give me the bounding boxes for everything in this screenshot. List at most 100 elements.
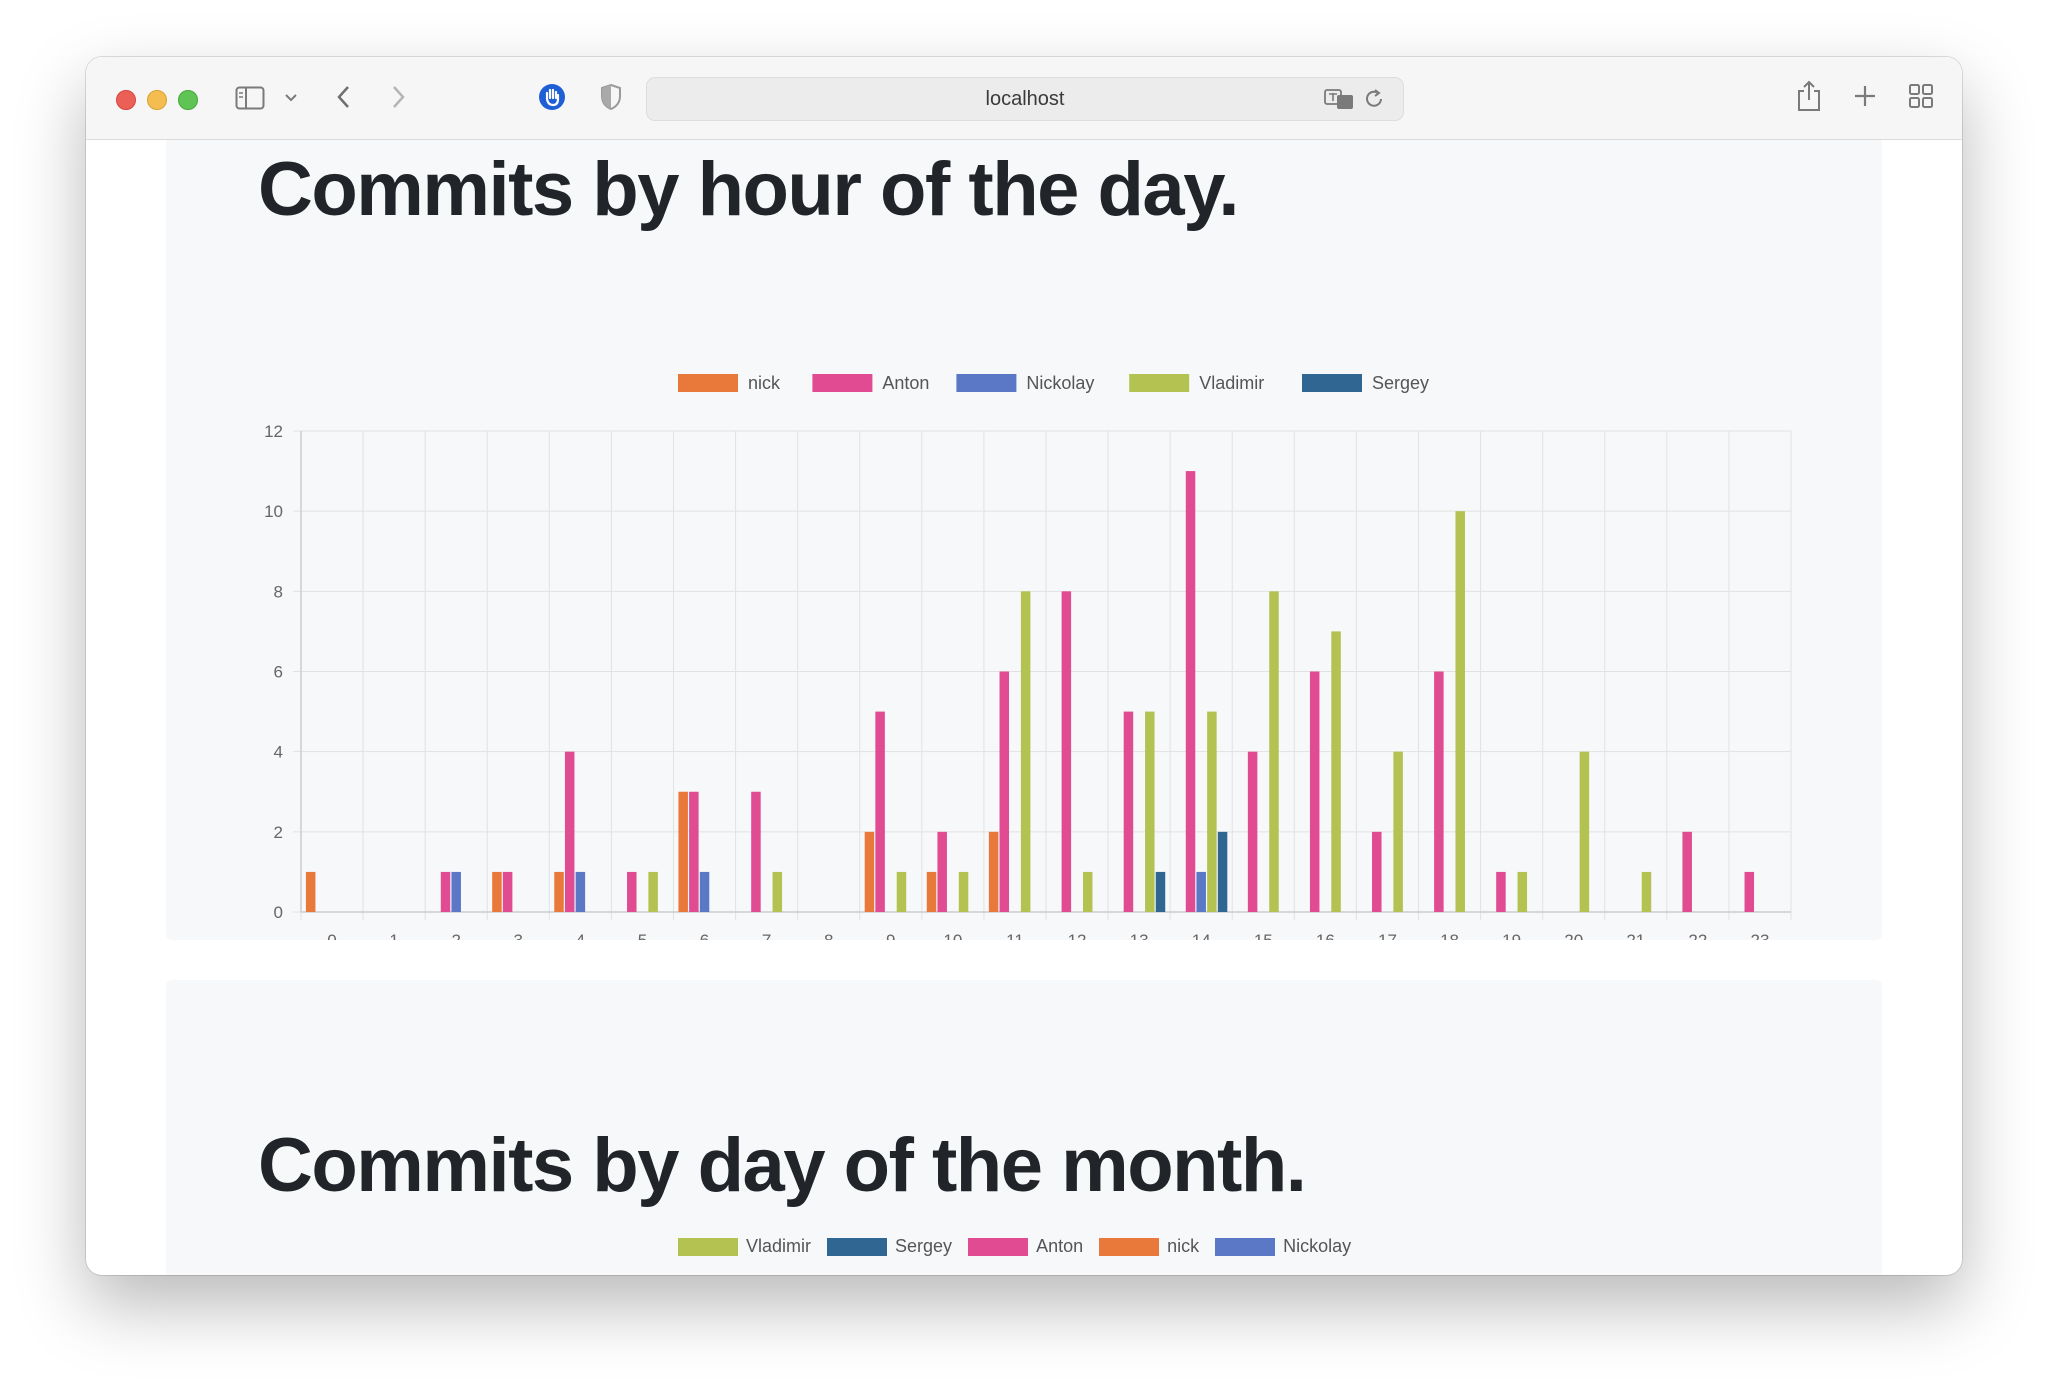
bar-sergey: [1155, 871, 1166, 912]
bar-vladimir: [958, 871, 969, 912]
bar-nick: [988, 831, 999, 912]
legend-label-anton: Anton: [882, 373, 929, 393]
y-tick-label: 0: [274, 903, 283, 922]
zoom-window-button[interactable]: [178, 90, 198, 110]
legend-swatch: [827, 1237, 888, 1256]
x-tick-label: 6: [700, 931, 709, 940]
back-icon[interactable]: [332, 81, 356, 113]
bar-anton: [1744, 871, 1755, 912]
month-chart-card: Commits by day of the month. Vladimir Ser…: [166, 980, 1882, 1275]
bar-vladimir: [1269, 591, 1279, 912]
y-tick-label: 10: [264, 502, 283, 521]
x-tick-label: 9: [886, 931, 895, 940]
bar-anton: [689, 791, 699, 912]
legend-item-nick[interactable]: nick: [1099, 1236, 1199, 1257]
y-tick-label: 4: [274, 743, 283, 762]
bar-vladimir: [772, 871, 783, 912]
x-tick-label: 17: [1378, 931, 1397, 940]
bar-anton: [1061, 591, 1072, 912]
page-content: Commits by hour of the day. 024681012012…: [86, 140, 1962, 1275]
x-tick-label: 14: [1192, 931, 1211, 940]
x-tick-label: 18: [1440, 931, 1459, 940]
bar-anton: [875, 711, 885, 912]
x-tick-label: 15: [1254, 931, 1273, 940]
y-tick-label: 8: [274, 582, 283, 601]
bar-nickolay: [699, 871, 710, 912]
month-chart-legend: Vladimir Sergey Anton nick Nickolay: [678, 1236, 1367, 1257]
sidebar-toggle-icon[interactable]: [234, 83, 266, 113]
bar-anton: [937, 831, 947, 912]
bar-vladimir: [1082, 871, 1093, 912]
x-tick-label: 19: [1502, 931, 1521, 940]
bar-anton: [502, 871, 513, 912]
legend-label: Anton: [1036, 1236, 1084, 1256]
x-tick-label: 1: [389, 931, 398, 940]
bar-anton: [1682, 831, 1692, 912]
legend-label-sergey: Sergey: [1372, 373, 1429, 393]
bar-vladimir: [1579, 751, 1590, 912]
bar-anton: [1434, 671, 1444, 912]
bar-anton: [1309, 671, 1320, 912]
x-tick-label: 4: [576, 931, 585, 940]
legend-label-nick: nick: [748, 373, 781, 393]
legend-label: Nickolay: [1283, 1236, 1352, 1256]
bar-vladimir: [1641, 871, 1652, 912]
bar-nickolay: [1196, 871, 1206, 912]
translate-icon[interactable]: [1323, 86, 1355, 112]
privacy-shield-icon[interactable]: [596, 81, 626, 113]
close-window-button[interactable]: [116, 90, 136, 110]
hour-chart-card: Commits by hour of the day. 024681012012…: [166, 140, 1882, 940]
legend-label-nickolay: Nickolay: [1026, 373, 1094, 393]
x-tick-label: 21: [1626, 931, 1645, 940]
bar-vladimir: [896, 871, 907, 912]
x-tick-label: 3: [514, 931, 523, 940]
browser-window: localhost Commits by hour of the day. 0 2…: [86, 57, 1962, 1275]
tab-overview-icon[interactable]: [1906, 81, 1936, 111]
x-tick-label: 12: [1068, 931, 1087, 940]
bar-nick: [864, 831, 875, 912]
new-tab-icon[interactable]: [1850, 81, 1880, 111]
bar-anton: [1372, 831, 1382, 912]
legend-swatch: [1099, 1237, 1160, 1256]
legend-swatch: [1215, 1237, 1276, 1256]
legend-item-anton[interactable]: Anton: [968, 1236, 1083, 1257]
bar-nick: [926, 871, 937, 912]
bar-anton: [627, 871, 637, 912]
address-bar[interactable]: localhost: [646, 77, 1404, 121]
reload-icon[interactable]: [1361, 86, 1387, 112]
legend-item-sergey[interactable]: Sergey: [827, 1236, 952, 1257]
bar-vladimir: [648, 871, 658, 912]
x-tick-label: 11: [1006, 931, 1024, 940]
x-tick-label: 7: [762, 931, 771, 940]
share-icon[interactable]: [1794, 77, 1824, 115]
x-tick-label: 0: [327, 931, 336, 940]
x-tick-label: 8: [824, 931, 833, 940]
legend-swatch-anton: [812, 374, 873, 392]
legend-item-nickolay[interactable]: Nickolay: [1215, 1236, 1351, 1257]
bar-nick: [492, 871, 502, 912]
minimize-window-button[interactable]: [147, 90, 167, 110]
address-url: localhost: [985, 88, 1065, 110]
bar-vladimir: [1517, 871, 1528, 912]
adblock-hand-icon[interactable]: [536, 81, 568, 113]
bar-vladimir: [1207, 711, 1217, 912]
hour-chart-title: Commits by hour of the day.: [258, 147, 1239, 232]
forward-icon[interactable]: [386, 81, 410, 113]
bar-anton: [564, 751, 575, 912]
legend-swatch-nickolay: [956, 374, 1017, 392]
x-tick-label: 5: [638, 931, 647, 940]
bar-anton: [999, 671, 1010, 912]
chevron-down-icon[interactable]: [282, 87, 300, 109]
bar-vladimir: [1455, 511, 1465, 912]
x-tick-label: 20: [1564, 931, 1583, 940]
bar-nickolay: [575, 871, 586, 912]
x-tick-label: 22: [1688, 931, 1707, 940]
legend-swatch: [678, 1237, 738, 1256]
legend-label: Vladimir: [746, 1236, 812, 1256]
month-chart-title: Commits by day of the month.: [258, 1123, 1307, 1208]
bar-vladimir: [1145, 711, 1155, 912]
legend-swatch-sergey: [1302, 374, 1362, 392]
legend-item-vladimir[interactable]: Vladimir: [678, 1236, 811, 1257]
bar-anton: [440, 871, 451, 912]
bar-sergey: [1217, 831, 1228, 912]
